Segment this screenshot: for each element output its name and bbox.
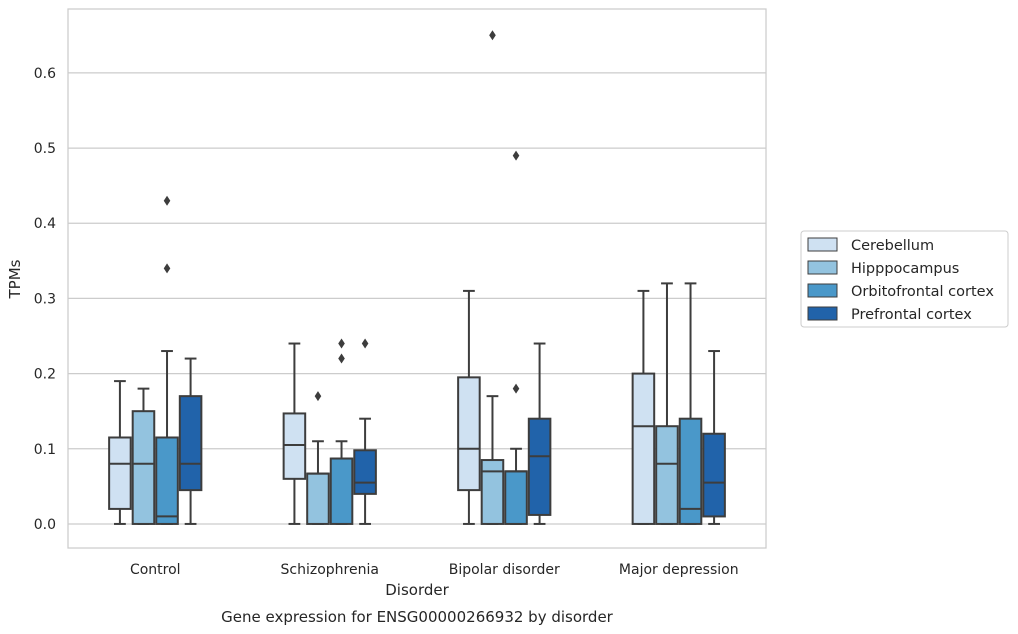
legend-entry-label: Prefrontal cortex [851, 307, 972, 323]
box-group [155, 195, 179, 525]
box-iqr [702, 432, 726, 518]
y-axis-label: TPMs [6, 259, 24, 299]
box-iqr [480, 459, 505, 525]
outlier-marker [512, 150, 520, 161]
legend-entry-label: Cerebellum [851, 238, 934, 254]
outlier-marker [338, 338, 345, 349]
box-iqr [155, 436, 179, 525]
box-group [678, 282, 703, 525]
box-group [108, 380, 132, 525]
box-group [655, 282, 679, 525]
legend-entry-label: Orbitofrontal cortex [851, 284, 994, 300]
box-iqr [631, 372, 656, 525]
box-iqr [527, 417, 552, 516]
box-iqr [457, 376, 481, 492]
outlier-marker [338, 353, 345, 364]
box-iqr [282, 412, 307, 480]
x-axis-ticks: Control Schizophrenia Bipolar disorder Majo… [130, 562, 739, 578]
y-tick-label: 0.2 [34, 367, 56, 383]
box-group [131, 387, 156, 525]
chart-caption: Gene expression for ENSG00000266932 by d… [221, 608, 614, 626]
y-tick-label: 0.6 [34, 66, 56, 82]
box-group [282, 342, 307, 525]
box-group [702, 350, 726, 525]
box-iqr [108, 436, 132, 510]
box-group [480, 30, 505, 525]
box-iqr [131, 410, 156, 525]
outlier-marker [163, 263, 171, 274]
box-group [631, 289, 656, 525]
y-tick-label: 0.1 [34, 442, 56, 458]
box-iqr [655, 425, 679, 525]
box-plot-marks [108, 30, 726, 525]
legend: Cerebellum Hipppocampus Orbitofrontal cort… [800, 230, 1009, 328]
outlier-marker [163, 195, 171, 206]
legend-frame [800, 230, 1009, 328]
y-tick-label: 0.5 [34, 141, 56, 157]
outlier-marker [361, 338, 369, 349]
box-iqr [329, 457, 354, 525]
box-iqr [504, 470, 528, 525]
y-tick-label: 0.3 [34, 291, 56, 307]
legend-swatch [807, 283, 838, 298]
box-group [457, 289, 481, 525]
outlier-marker [489, 30, 496, 41]
box-group [527, 342, 552, 525]
box-group [306, 391, 330, 525]
y-tick-label: 0.4 [34, 216, 56, 232]
x-tick-label: Bipolar disorder [449, 562, 560, 578]
legend-swatch [807, 260, 838, 275]
box-iqr [178, 395, 203, 492]
box-group [504, 150, 528, 525]
box-group [353, 338, 377, 525]
outlier-marker [512, 383, 520, 394]
box-group [178, 357, 203, 525]
x-axis-label: Disorder [385, 581, 449, 599]
plot-area-frame [67, 8, 767, 549]
box-iqr [678, 417, 703, 525]
legend-entry-label: Hipppocampus [851, 261, 959, 277]
legend-swatch [807, 306, 838, 321]
box-iqr [306, 472, 330, 525]
box-iqr [353, 449, 377, 495]
x-tick-label: Major depression [619, 562, 739, 578]
y-axis-ticks: 0.0 0.1 0.2 0.3 0.4 0.5 0.6 [34, 66, 56, 533]
y-tick-label: 0.0 [34, 517, 56, 533]
x-tick-label: Schizophrenia [281, 562, 379, 578]
outlier-marker [314, 391, 322, 402]
x-tick-label: Control [130, 562, 181, 578]
box-group [329, 338, 354, 525]
legend-swatch [807, 237, 838, 252]
